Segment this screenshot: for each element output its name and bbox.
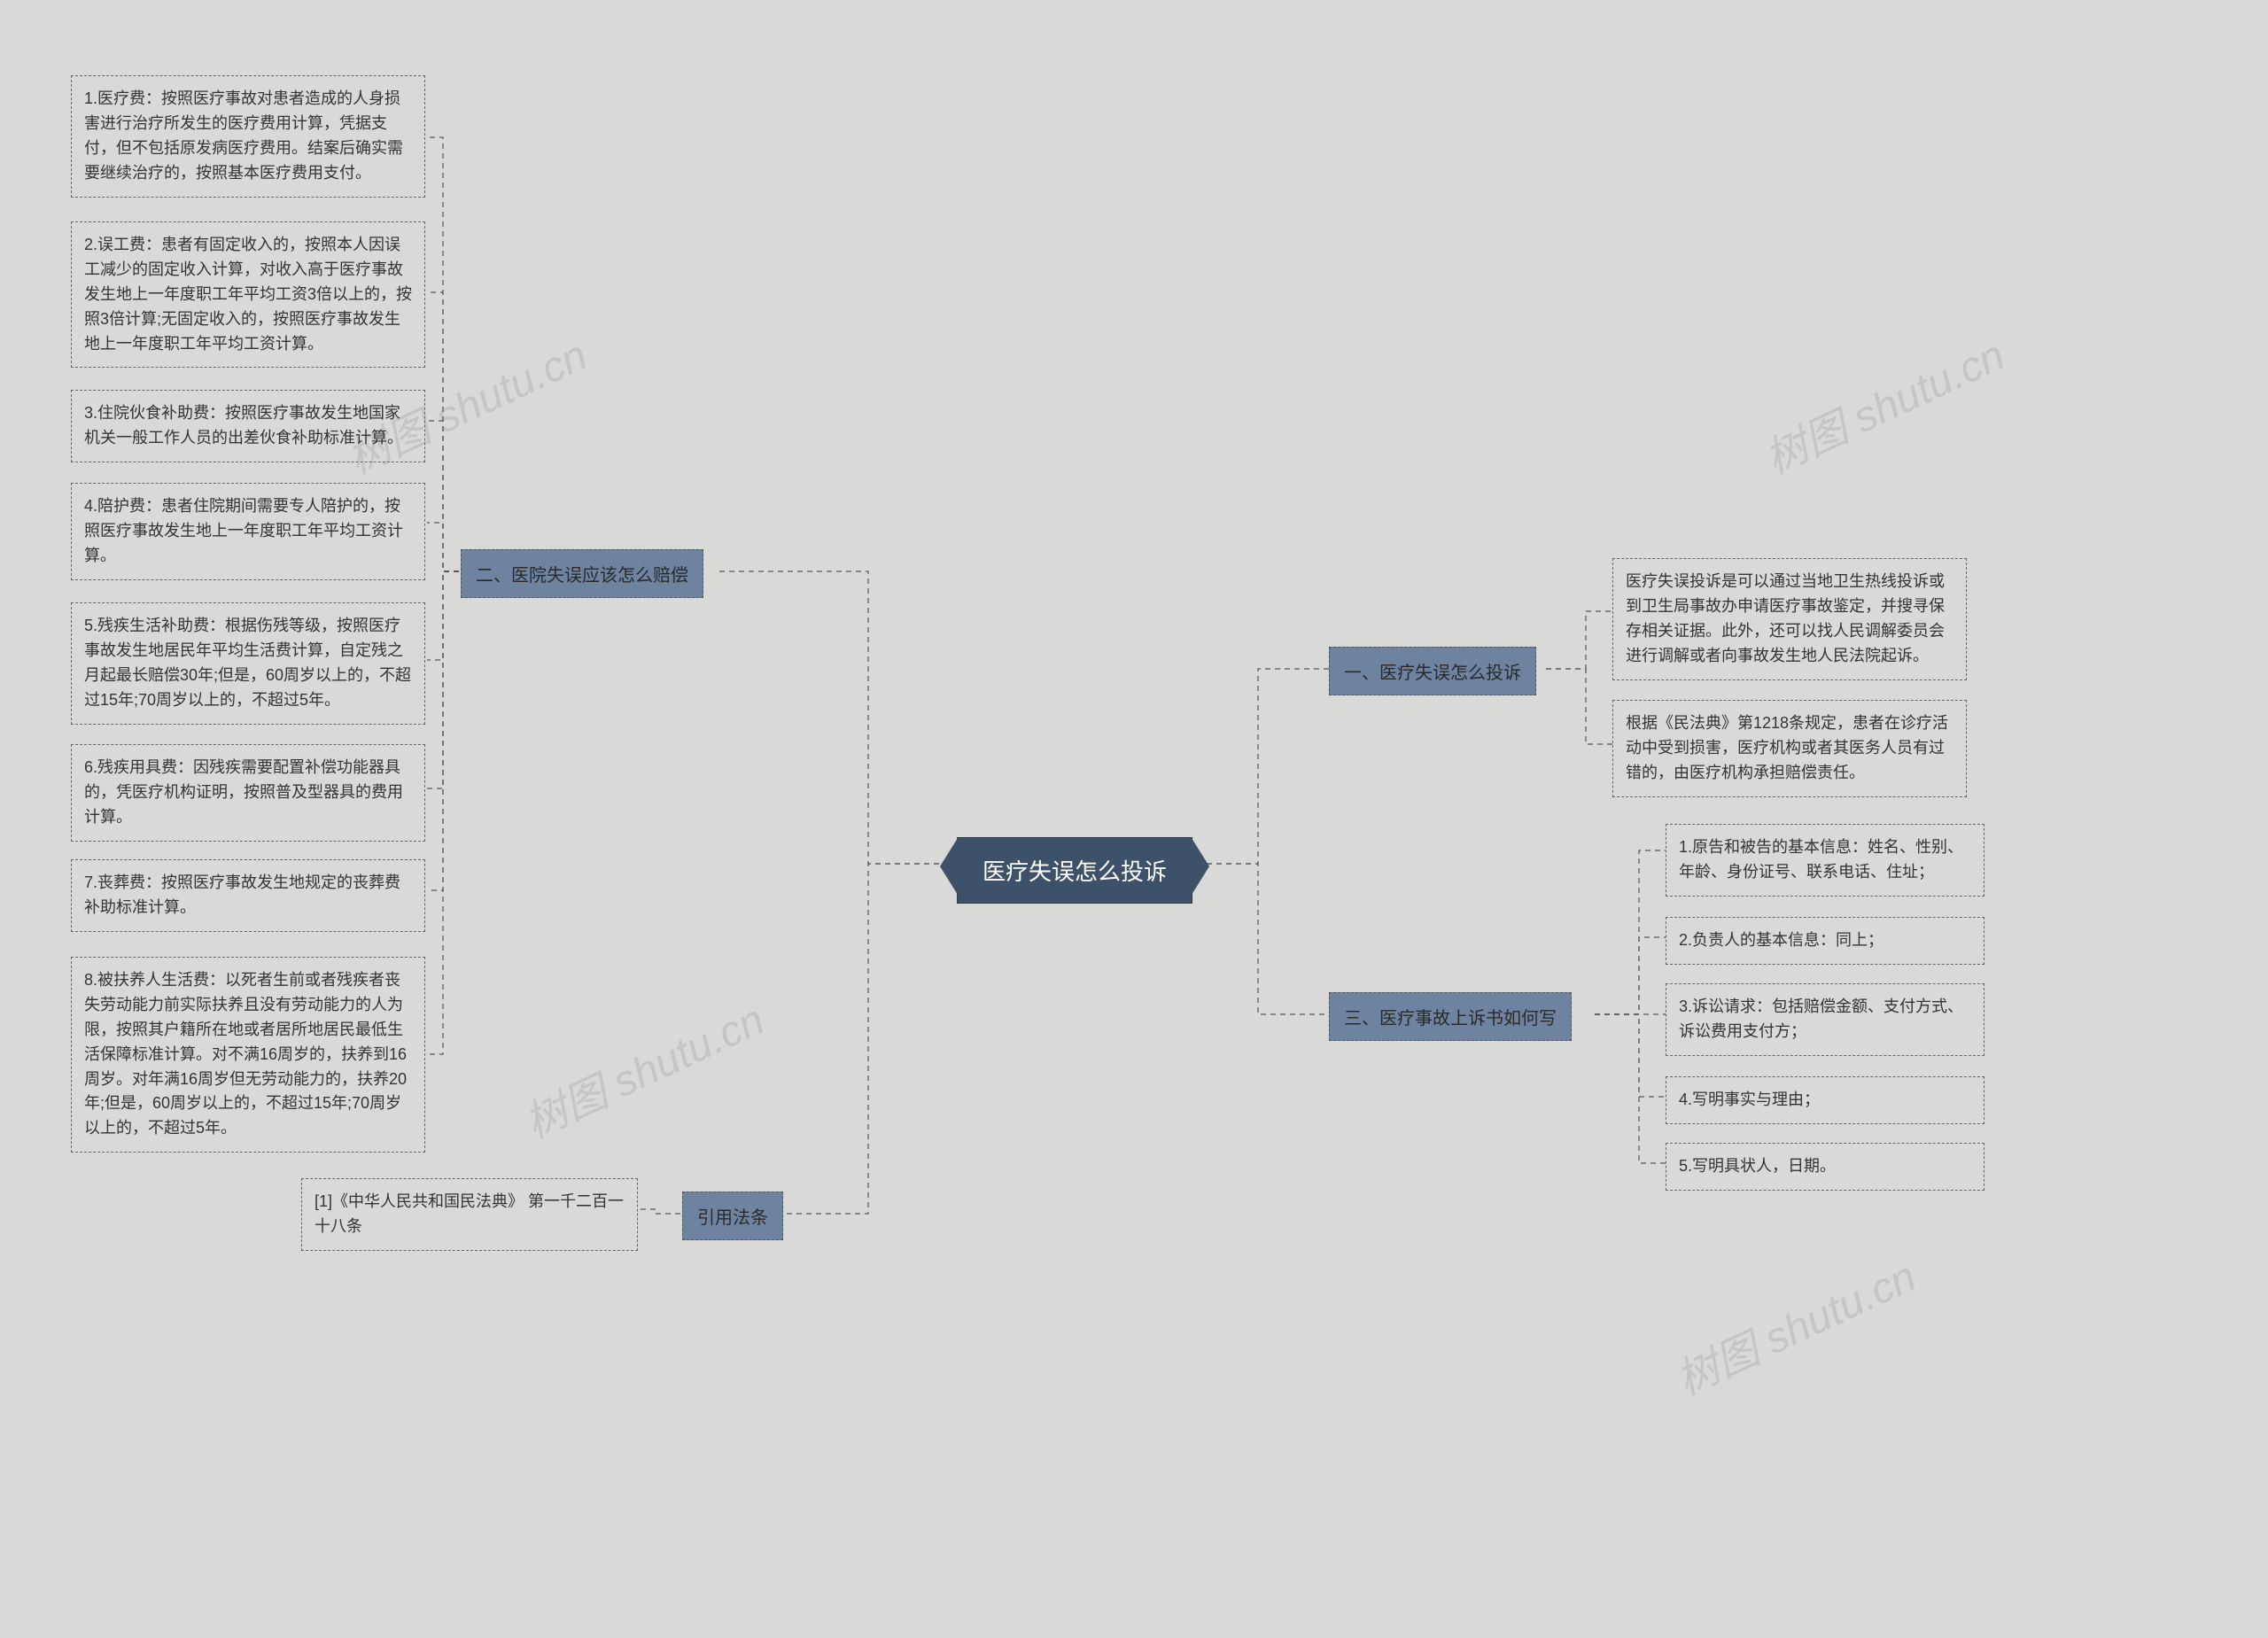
leaf-node: 1.医疗费：按照医疗事故对患者造成的人身损害进行治疗所发生的医疗费用计算，凭据支…: [71, 75, 425, 198]
branch-label: 二、医院失误应该怎么赔偿: [476, 566, 688, 586]
watermark: 树图 shutu.cn: [1753, 321, 2013, 485]
root-node: 医疗失误怎么投诉: [957, 837, 1192, 904]
leaf-node: 5.残疾生活补助费：根据伤残等级，按照医疗事故发生地居民年平均生活费计算，自定残…: [71, 602, 425, 725]
branch-label: 引用法条: [697, 1208, 768, 1228]
root-label: 医疗失误怎么投诉: [983, 858, 1167, 885]
leaf-text: 4.陪护费：患者住院期间需要专人陪护的，按照医疗事故发生地上一年度职工年平均工资…: [84, 497, 403, 564]
leaf-node: 3.住院伙食补助费：按照医疗事故发生地国家机关一般工作人员的出差伙食补助标准计算…: [71, 390, 425, 462]
leaf-text: [1]《中华人民共和国民法典》 第一千二百一十八条: [315, 1192, 624, 1235]
watermark: 树图 shutu.cn: [1665, 1242, 1924, 1407]
leaf-text: 2.误工费：患者有固定收入的，按照本人因误工减少的固定收入计算，对收入高于医疗事…: [84, 236, 412, 353]
leaf-node: 根据《民法典》第1218条规定，患者在诊疗活动中受到损害，医疗机构或者其医务人员…: [1612, 700, 1967, 797]
branch-compensation: 二、医院失误应该怎么赔偿: [461, 549, 703, 598]
leaf-node: 8.被扶养人生活费：以死者生前或者残疾者丧失劳动能力前实际扶养且没有劳动能力的人…: [71, 957, 425, 1153]
leaf-node: 2.误工费：患者有固定收入的，按照本人因误工减少的固定收入计算，对收入高于医疗事…: [71, 221, 425, 368]
leaf-text: 2.负责人的基本信息：同上；: [1679, 931, 1884, 949]
leaf-node: 5.写明具状人，日期。: [1666, 1143, 1984, 1191]
leaf-node: 2.负责人的基本信息：同上；: [1666, 917, 1984, 965]
branch-appeal-letter: 三、医疗事故上诉书如何写: [1329, 992, 1572, 1041]
leaf-text: 4.写明事实与理由；: [1679, 1091, 1820, 1108]
leaf-text: 5.残疾生活补助费：根据伤残等级，按照医疗事故发生地居民年平均生活费计算，自定残…: [84, 617, 411, 709]
branch-label: 一、医疗失误怎么投诉: [1344, 664, 1521, 683]
leaf-text: 6.残疾用具费：因残疾需要配置补偿功能器具的，凭医疗机构证明，按照普及型器具的费…: [84, 758, 403, 826]
branch-how-complain: 一、医疗失误怎么投诉: [1329, 647, 1536, 695]
leaf-text: 7.丧葬费：按照医疗事故发生地规定的丧葬费补助标准计算。: [84, 873, 400, 916]
leaf-node: 6.残疾用具费：因残疾需要配置补偿功能器具的，凭医疗机构证明，按照普及型器具的费…: [71, 744, 425, 842]
leaf-text: 医疗失误投诉是可以通过当地卫生热线投诉或到卫生局事故办申请医疗事故鉴定，并搜寻保…: [1626, 572, 1945, 664]
branch-law-reference: 引用法条: [682, 1192, 783, 1240]
leaf-node: 7.丧葬费：按照医疗事故发生地规定的丧葬费补助标准计算。: [71, 859, 425, 932]
branch-label: 三、医疗事故上诉书如何写: [1344, 1009, 1557, 1029]
watermark: 树图 shutu.cn: [513, 985, 773, 1150]
leaf-text: 1.原告和被告的基本信息：姓名、性别、年龄、身份证号、联系电话、住址；: [1679, 838, 1963, 881]
leaf-text: 根据《民法典》第1218条规定，患者在诊疗活动中受到损害，医疗机构或者其医务人员…: [1626, 714, 1948, 781]
leaf-text: 1.医疗费：按照医疗事故对患者造成的人身损害进行治疗所发生的医疗费用计算，凭据支…: [84, 89, 403, 182]
leaf-node: 1.原告和被告的基本信息：姓名、性别、年龄、身份证号、联系电话、住址；: [1666, 824, 1984, 897]
leaf-node: 3.诉讼请求：包括赔偿金额、支付方式、诉讼费用支付方；: [1666, 983, 1984, 1056]
leaf-text: 3.诉讼请求：包括赔偿金额、支付方式、诉讼费用支付方；: [1679, 998, 1963, 1040]
leaf-text: 5.写明具状人，日期。: [1679, 1157, 1836, 1175]
leaf-node: 4.陪护费：患者住院期间需要专人陪护的，按照医疗事故发生地上一年度职工年平均工资…: [71, 483, 425, 580]
leaf-node: 4.写明事实与理由；: [1666, 1076, 1984, 1124]
leaf-node: 医疗失误投诉是可以通过当地卫生热线投诉或到卫生局事故办申请医疗事故鉴定，并搜寻保…: [1612, 558, 1967, 680]
leaf-text: 8.被扶养人生活费：以死者生前或者残疾者丧失劳动能力前实际扶养且没有劳动能力的人…: [84, 971, 407, 1137]
leaf-node: [1]《中华人民共和国民法典》 第一千二百一十八条: [301, 1178, 638, 1251]
leaf-text: 3.住院伙食补助费：按照医疗事故发生地国家机关一般工作人员的出差伙食补助标准计算…: [84, 404, 403, 446]
